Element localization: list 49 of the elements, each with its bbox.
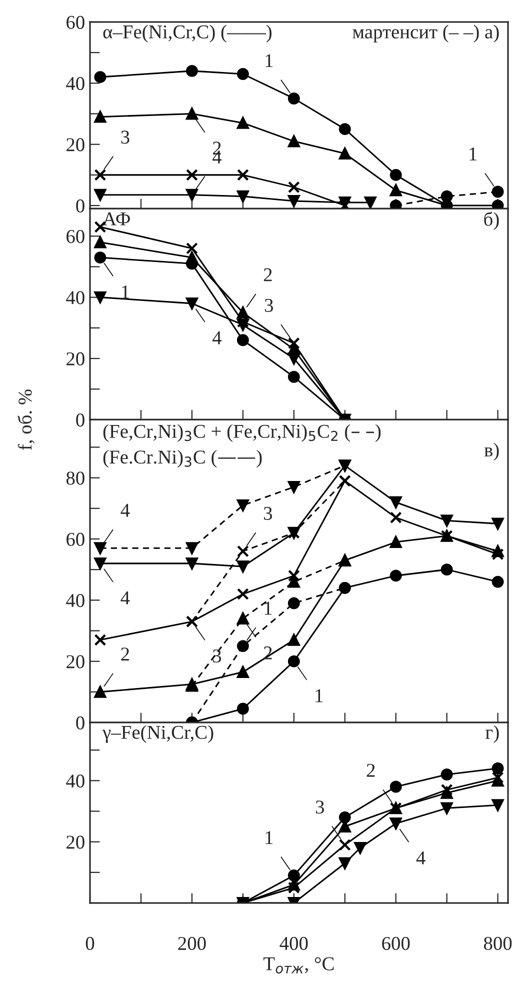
y-tick-label: 0: [76, 716, 84, 730]
x-axis-title: T$_{отж}$, °C: [263, 957, 334, 974]
y-tick-label: 40: [66, 594, 84, 608]
annotation: 1: [470, 148, 476, 160]
chart-title: γ–Fe(Ni,Cr,C): [102, 725, 214, 743]
text: (Fe.Cr.Ni)$_{3}$C (——): [103, 450, 262, 468]
annotation: 4: [212, 331, 222, 344]
annotation: в): [484, 442, 499, 461]
y-tick-label: 60: [66, 16, 84, 29]
annotation: 2: [366, 764, 375, 777]
y-tick-label: 20: [66, 352, 84, 366]
y-tick-label: 60: [66, 532, 84, 546]
y-axis-title: f, об. %: [18, 389, 35, 450]
annotation: 4: [416, 851, 426, 864]
chart-title: α–Fe(Ni,Cr,C) (——): [103, 24, 272, 42]
annotation: 1: [316, 689, 323, 702]
x-tick-label: 800: [484, 936, 512, 950]
y-tick-label: 60: [66, 230, 84, 244]
y-tick-label: 0: [76, 413, 84, 427]
chart-title: (Fe,Cr,Ni)$_{3}$C + (Fe,Cr,Ni)$_{5}$C$_{2}$ (– –): [103, 424, 381, 442]
y-tick-label: 40: [66, 291, 84, 304]
x-tick-label: 0: [86, 936, 94, 950]
annotation: 1: [264, 602, 272, 615]
x-tick-label: 600: [382, 936, 410, 950]
y-tick-label: 80: [66, 472, 84, 485]
annotation: 3: [213, 649, 222, 663]
annotation: 1: [266, 831, 273, 844]
annotation: б): [484, 212, 499, 230]
y-tick-label: 0: [76, 199, 84, 212]
x-tick-label: 200: [178, 936, 206, 950]
annotation: г): [486, 725, 499, 743]
annotation: 2: [264, 268, 272, 282]
annotation: 1: [266, 54, 273, 68]
x-tick-label: 400: [280, 936, 308, 950]
annotation: мартенсит (– –) а): [352, 24, 499, 42]
annotation: 2: [121, 648, 129, 660]
annotation: 3: [264, 298, 274, 312]
annotation: 4: [120, 591, 130, 604]
annotation: 3: [264, 506, 272, 520]
annotation: 1: [122, 285, 129, 298]
chart-title: АФ: [102, 212, 130, 226]
annotation: 3: [316, 800, 324, 814]
y-tick-label: 20: [66, 655, 84, 668]
y-tick-label: 40: [66, 76, 84, 90]
annotation: 3: [121, 130, 130, 144]
y-tick-label: 40: [66, 774, 84, 788]
y-tick-label: 20: [66, 138, 84, 152]
annotation: 4: [120, 504, 130, 517]
y-tick-label: 20: [66, 836, 84, 849]
